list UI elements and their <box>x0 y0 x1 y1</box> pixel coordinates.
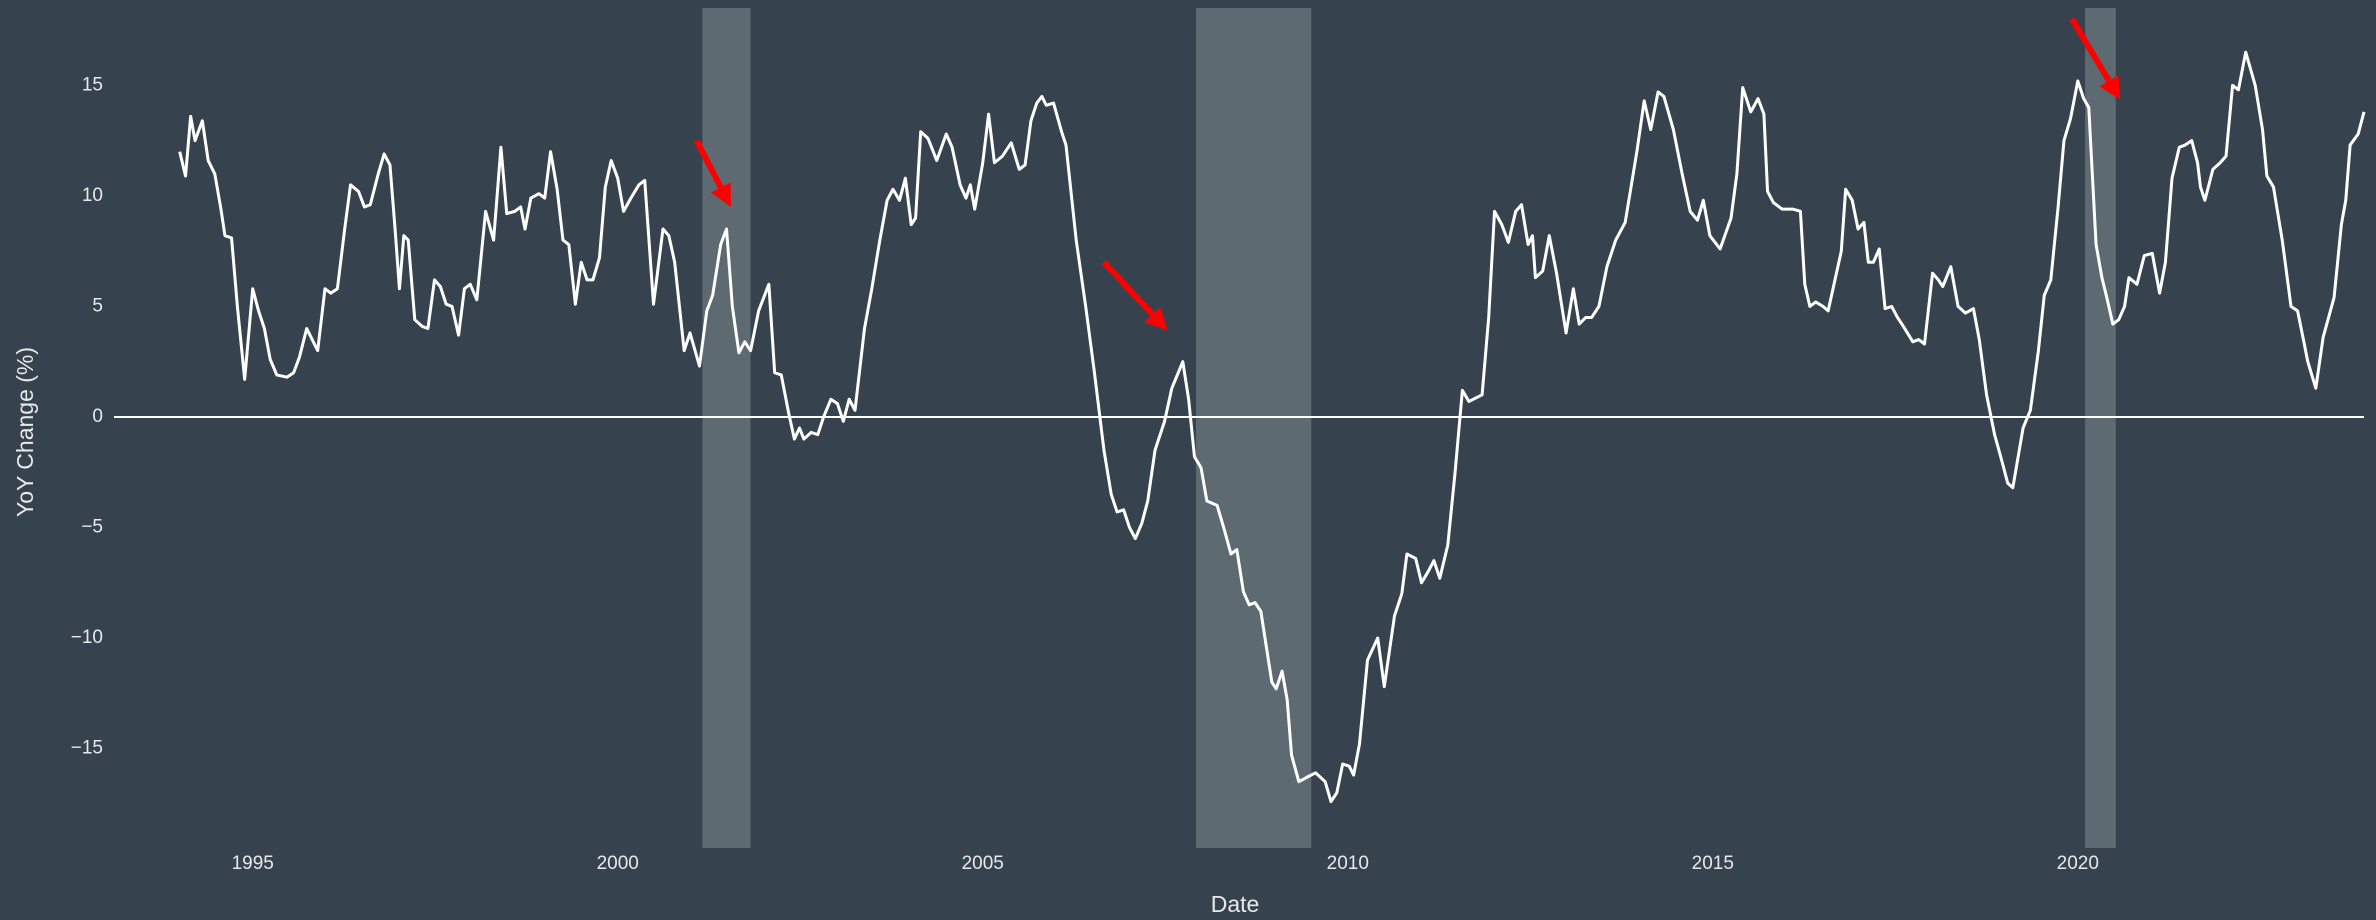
data-line <box>178 50 2366 804</box>
line-layer <box>114 50 2366 804</box>
arrow-head <box>711 182 731 207</box>
y-tick-label: 0 <box>92 406 103 427</box>
shaded-layer <box>702 8 2116 848</box>
shaded-region <box>702 8 751 848</box>
arrow-shaft <box>2069 17 2112 83</box>
y-tick-label: 10 <box>82 185 103 206</box>
shaded-region <box>1195 8 1312 848</box>
y-tick-label: −15 <box>71 738 103 759</box>
x-tick-label: 2015 <box>1692 853 1734 874</box>
y-axis-title: YoY Change (%) <box>12 347 38 517</box>
x-tick-label: 2010 <box>1327 853 1369 874</box>
y-tick-label: −10 <box>71 627 103 648</box>
annotation-layer <box>693 17 2121 331</box>
x-tick-label: 2005 <box>962 853 1004 874</box>
x-tick-label: 2020 <box>2057 853 2099 874</box>
x-axis-title: Date <box>1211 891 1260 917</box>
arrow-head <box>2099 75 2121 100</box>
y-tick-label: 5 <box>92 295 103 316</box>
arrow-shaft <box>693 139 724 189</box>
x-tick-label: 2000 <box>597 853 639 874</box>
arrow-shaft <box>1101 260 1155 317</box>
y-tick-label: −5 <box>81 516 103 537</box>
x-tick-label: 1995 <box>232 853 274 874</box>
arrow-head <box>1144 307 1168 331</box>
y-tick-label: 15 <box>82 74 103 95</box>
